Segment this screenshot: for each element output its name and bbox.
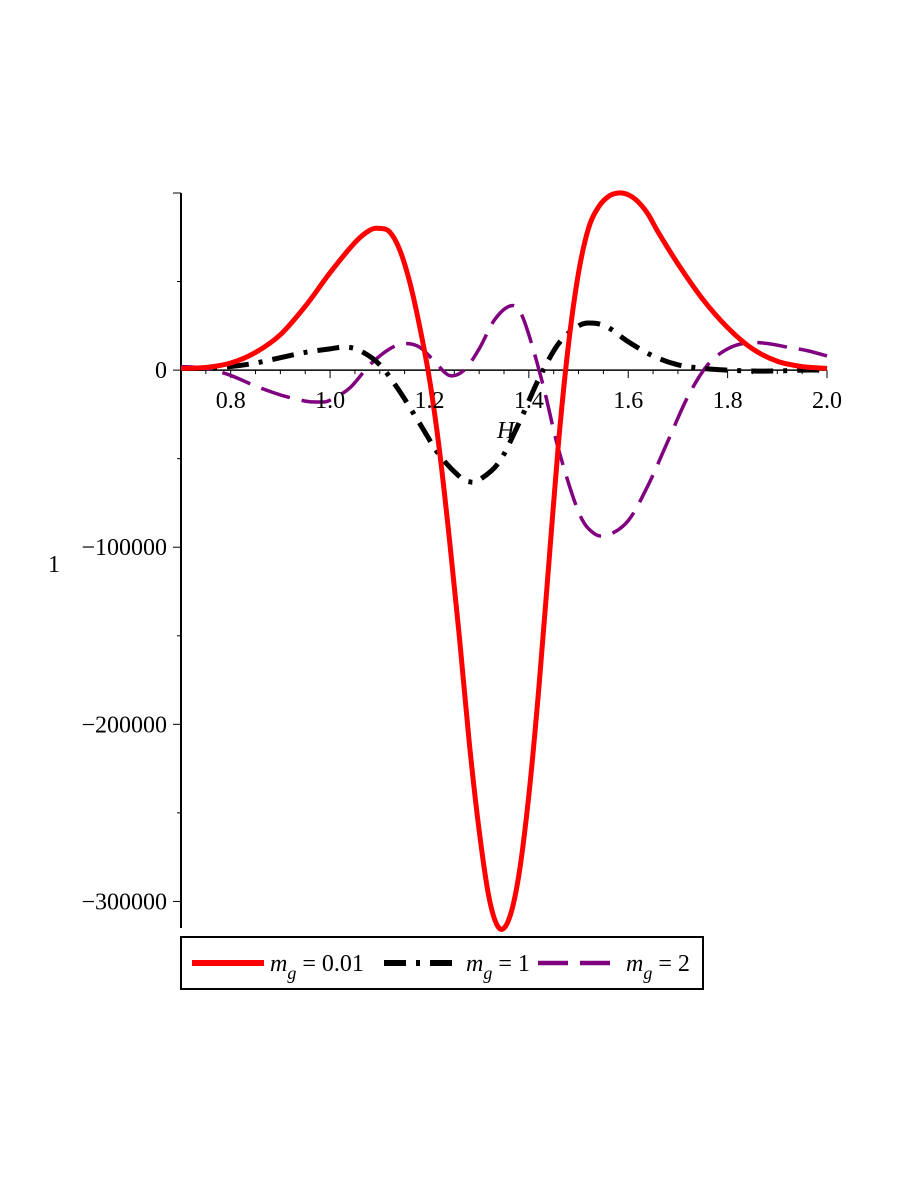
legend: mg = 0.01 mg = 1 mg = 2 xyxy=(180,936,704,990)
y-tick-label: −200000 xyxy=(81,712,167,738)
x-tick-label: 2.0 xyxy=(812,388,842,414)
y-axis-label: 1 xyxy=(48,552,60,578)
x-tick-label: 1.6 xyxy=(613,388,643,414)
x-axis-label: H xyxy=(496,418,516,444)
x-tick-label: 1.8 xyxy=(713,388,743,414)
y-tick-label: −300000 xyxy=(81,889,167,915)
legend-label-2: mg = 1 xyxy=(466,951,530,983)
x-tick-label: 1.0 xyxy=(315,388,345,414)
series-line-3 xyxy=(180,303,828,538)
series-line-2 xyxy=(180,320,828,485)
legend-label-3: mg = 2 xyxy=(626,951,690,983)
tick-labels: 0.8 1.0 1.2 1.4 1.6 1.8 2.0 0 −100000 −200000 −300… xyxy=(81,358,842,915)
x-tick-label: 1.4 xyxy=(514,388,544,414)
axes xyxy=(173,192,828,928)
series-line-1 xyxy=(180,190,828,932)
y-tick-label: −100000 xyxy=(81,535,167,561)
series-layer xyxy=(180,190,828,932)
legend-label-1: mg = 0.01 xyxy=(270,951,364,983)
x-tick-label: 0.8 xyxy=(216,388,246,414)
x-tick-label: 1.2 xyxy=(414,388,444,414)
y-tick-label: 0 xyxy=(155,358,167,384)
